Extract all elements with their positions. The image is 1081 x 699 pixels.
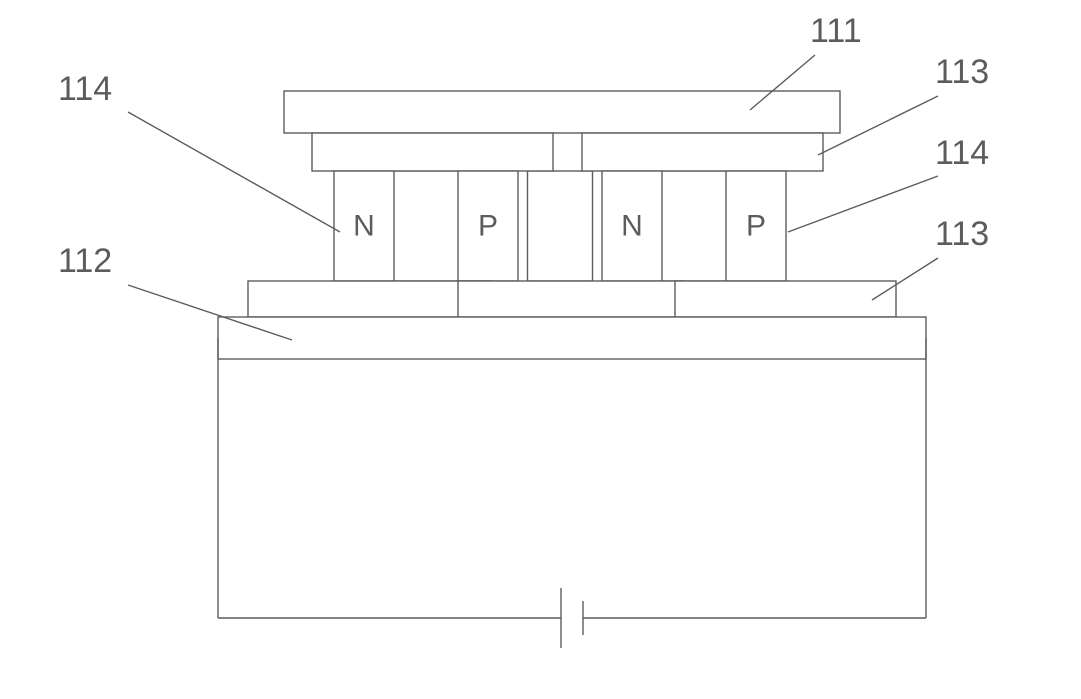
callout-113a: 113 <box>935 53 989 91</box>
pillar-label-3: P <box>746 210 766 243</box>
pillar-label-2: N <box>621 210 643 243</box>
bottom-connector-mid <box>458 281 683 317</box>
leader-114a-2 <box>788 176 938 232</box>
callout-111: 111 <box>810 12 862 50</box>
callout-114b: 114 <box>58 70 112 108</box>
pillar-label-1: P <box>478 210 498 243</box>
leader-113b-3 <box>872 258 938 300</box>
between-2 <box>662 171 727 281</box>
callout-113b: 113 <box>935 215 989 253</box>
callout-112: 112 <box>58 242 112 280</box>
between-1 <box>528 171 593 281</box>
base-plate <box>218 317 926 359</box>
bottom-connector-left <box>248 281 490 317</box>
top-connector-left <box>312 133 553 171</box>
top-plate <box>284 91 840 133</box>
top-connector-right <box>582 133 823 171</box>
callout-114a: 114 <box>935 134 989 172</box>
pillar-label-0: N <box>353 210 375 243</box>
thermoelectric-diagram: N P N P 111 113 114 113 114 112 <box>0 0 1081 699</box>
bottom-connector-right <box>675 281 896 317</box>
between-0 <box>394 171 459 281</box>
